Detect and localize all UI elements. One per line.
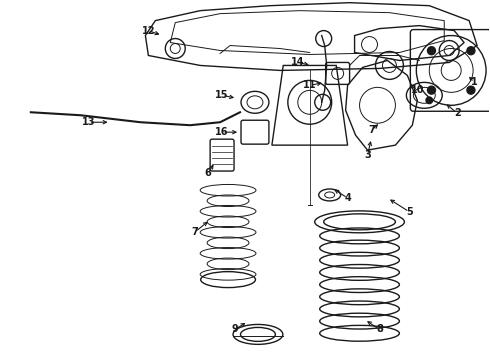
Text: 16: 16	[215, 127, 229, 137]
Text: 5: 5	[406, 207, 413, 217]
Circle shape	[427, 47, 436, 55]
Circle shape	[467, 47, 475, 55]
Circle shape	[425, 96, 433, 104]
Text: 8: 8	[376, 324, 383, 334]
Text: 1: 1	[471, 77, 477, 87]
Circle shape	[467, 86, 475, 94]
Text: 13: 13	[82, 117, 96, 127]
Text: 9: 9	[232, 324, 239, 334]
Text: 4: 4	[344, 193, 351, 203]
Text: 7: 7	[368, 125, 375, 135]
Circle shape	[427, 86, 436, 94]
Text: 12: 12	[142, 26, 155, 36]
Text: 2: 2	[454, 108, 461, 118]
Text: 6: 6	[205, 168, 212, 178]
Text: 11: 11	[303, 80, 317, 90]
Text: 10: 10	[411, 85, 424, 95]
Text: 3: 3	[364, 150, 371, 160]
Text: 14: 14	[291, 58, 305, 67]
Text: 15: 15	[215, 90, 229, 100]
Text: 7: 7	[192, 227, 198, 237]
